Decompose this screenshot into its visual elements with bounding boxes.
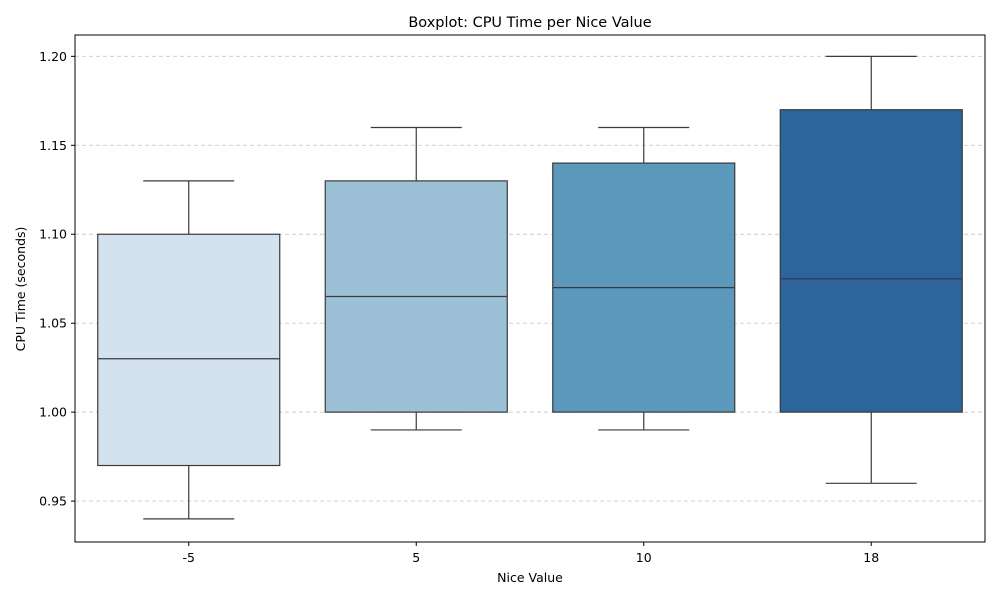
x-axis-label: Nice Value <box>497 570 563 585</box>
iqr-box <box>779 109 963 413</box>
axes: 0.95 1.00 1.05 1.10 1.15 1.20 -5 5 10 18 <box>39 34 986 565</box>
iqr-box <box>97 233 281 467</box>
box-group--5 <box>97 180 281 520</box>
y-tick-label: 1.10 <box>39 227 67 242</box>
x-tick-label: 5 <box>412 550 420 565</box>
x-tick-label: 10 <box>636 550 652 565</box>
x-tick-label: 18 <box>863 550 879 565</box>
y-tick-label: 1.05 <box>39 316 67 331</box>
y-tick-label: 1.00 <box>39 405 67 420</box>
box-group-10 <box>552 126 736 431</box>
box-group-18 <box>779 55 963 484</box>
box-group-5 <box>324 126 508 431</box>
x-tick-label: -5 <box>183 550 195 565</box>
plot-frame <box>74 34 986 543</box>
y-tick-label: 1.15 <box>39 138 67 153</box>
chart-title: Boxplot: CPU Time per Nice Value <box>408 15 651 31</box>
y-tick-label: 1.20 <box>39 49 67 64</box>
y-tick-label: 0.95 <box>39 494 67 509</box>
y-axis-label: CPU Time (seconds) <box>13 227 28 352</box>
boxes <box>97 55 963 520</box>
